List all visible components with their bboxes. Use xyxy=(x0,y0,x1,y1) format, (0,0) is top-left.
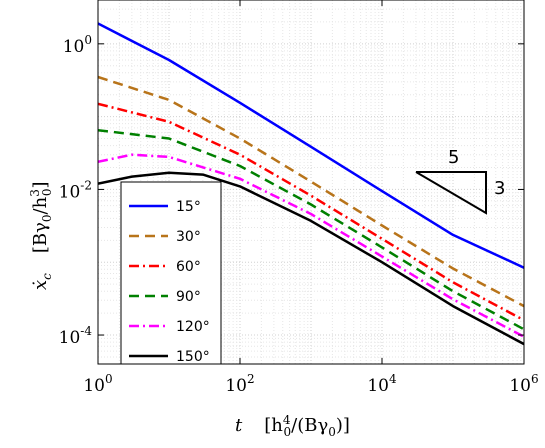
slope-rise-label: 3 xyxy=(494,178,505,199)
series-layer xyxy=(98,22,524,346)
series-line xyxy=(98,171,524,346)
legend: 15° 30° 60° 90° 120° 150° xyxy=(120,181,222,365)
legend-box xyxy=(120,181,222,365)
legend-label: 120° xyxy=(176,319,210,335)
slope-run-label: 5 xyxy=(448,147,459,168)
y-tick-label: 10-2 xyxy=(59,178,92,202)
plot-frame xyxy=(97,0,525,365)
x-tick-label: 102 xyxy=(225,372,254,396)
y-axis-label: ẋc[Bγ0/h30] xyxy=(28,181,54,290)
series-line xyxy=(98,128,524,331)
x-tick-label: 100 xyxy=(83,372,112,396)
slope-triangle: 5 3 xyxy=(415,147,505,215)
x-axis-label: t [h4 0/(Bγ0)] xyxy=(235,413,350,439)
legend-label: 15° xyxy=(176,199,201,215)
series-line xyxy=(98,22,524,269)
legend-label: 30° xyxy=(176,229,201,245)
x-tick-label: 104 xyxy=(367,372,397,396)
y-tick-label: 10-4 xyxy=(59,324,93,348)
y-tick-label: 100 xyxy=(63,33,92,57)
legend-label: 150° xyxy=(176,349,210,365)
series-line xyxy=(98,153,524,338)
legend-label: 60° xyxy=(176,259,201,275)
tick-labels: 100 102 104 106 10-4 10-2 100 xyxy=(59,33,539,396)
x-tick-label: 106 xyxy=(509,372,538,396)
slope-triangle-shape xyxy=(415,171,487,215)
axis-ticks xyxy=(97,0,525,364)
series-line xyxy=(98,75,524,308)
legend-label: 90° xyxy=(176,289,201,305)
